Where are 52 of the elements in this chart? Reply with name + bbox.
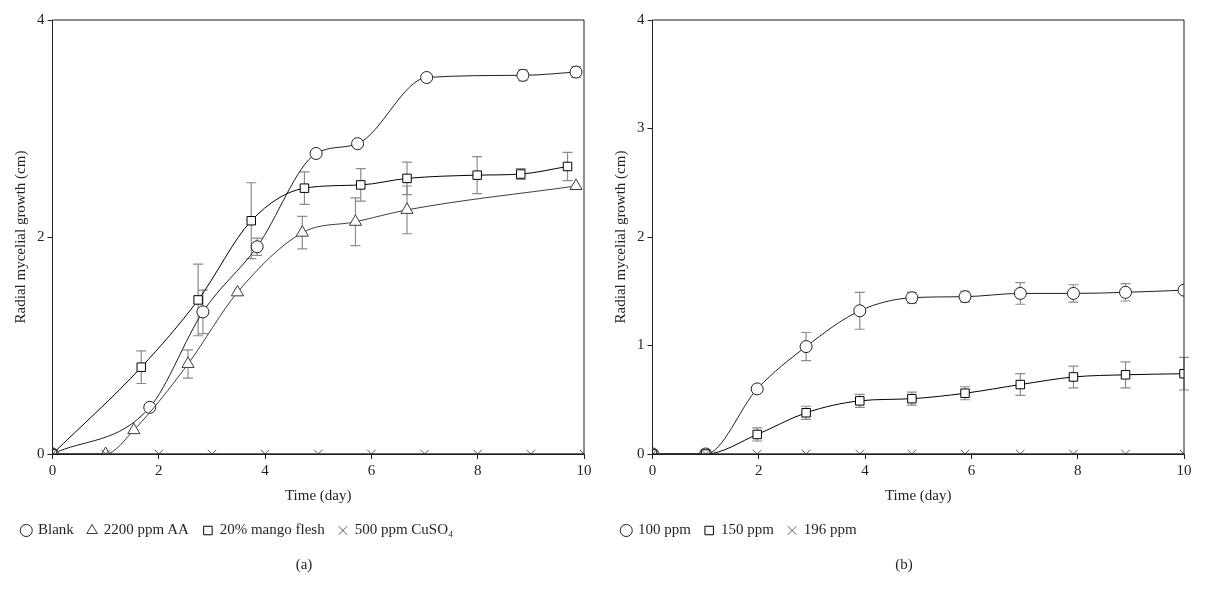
point xyxy=(193,295,203,305)
point xyxy=(246,215,257,226)
x-tick-label: 2 xyxy=(755,461,763,478)
point xyxy=(230,284,245,297)
x-tick-label: 10 xyxy=(576,461,592,478)
point xyxy=(400,202,414,214)
x-tick-label: 0 xyxy=(48,461,57,478)
x-tick-label: 6 xyxy=(967,461,976,478)
point xyxy=(569,178,583,191)
point xyxy=(356,180,366,190)
point xyxy=(181,356,195,368)
x-tick-label: 10 xyxy=(1176,461,1192,478)
x-axis-title: Time (day) xyxy=(284,486,352,504)
y-tick-label: 0 xyxy=(637,444,645,461)
point xyxy=(136,362,146,372)
text: (b) xyxy=(894,556,914,573)
y-tick-label: 2 xyxy=(37,227,45,244)
point xyxy=(351,137,365,151)
x-tick-label: 4 xyxy=(261,461,270,478)
text: (a) xyxy=(294,556,314,573)
y-axis-title: Radial mycelial growth (cm) xyxy=(611,150,629,324)
legend-label: 150 ppm xyxy=(720,521,775,538)
legend-label: 500 ppm CuSO₄ xyxy=(354,521,454,538)
y-tick-label: 0 xyxy=(37,444,45,461)
y-tick-label: 4 xyxy=(37,10,45,27)
x-tick-label: 4 xyxy=(861,461,870,478)
legend-label: 20% mango flesh xyxy=(219,521,326,538)
y-tick-label: 2 xyxy=(637,227,645,244)
point xyxy=(127,422,141,435)
x-tick-label: 8 xyxy=(1073,461,1082,478)
legend-label: 2200 ppm AA xyxy=(103,521,189,538)
point xyxy=(402,173,412,184)
point xyxy=(472,170,482,180)
y-tick-label: 1 xyxy=(637,336,645,353)
legend-label: 196 ppm xyxy=(803,521,858,538)
y-tick-label: 4 xyxy=(637,10,645,27)
x-tick-label: 8 xyxy=(473,461,482,478)
x-tick-label: 2 xyxy=(155,461,163,478)
point xyxy=(348,214,363,226)
point xyxy=(295,225,309,237)
y-tick-label: 3 xyxy=(637,119,645,136)
point xyxy=(420,71,434,85)
x-axis-title: Time (day) xyxy=(884,486,952,504)
point xyxy=(196,305,210,319)
x-tick-label: 6 xyxy=(367,461,376,478)
y-axis-title: Radial mycelial growth (cm) xyxy=(11,150,29,324)
legend-label: Blank xyxy=(38,521,75,538)
x-tick-label: 0 xyxy=(648,461,657,478)
point xyxy=(309,146,323,160)
point xyxy=(562,161,573,172)
legend-label: 100 ppm xyxy=(638,521,692,538)
point xyxy=(299,183,310,193)
